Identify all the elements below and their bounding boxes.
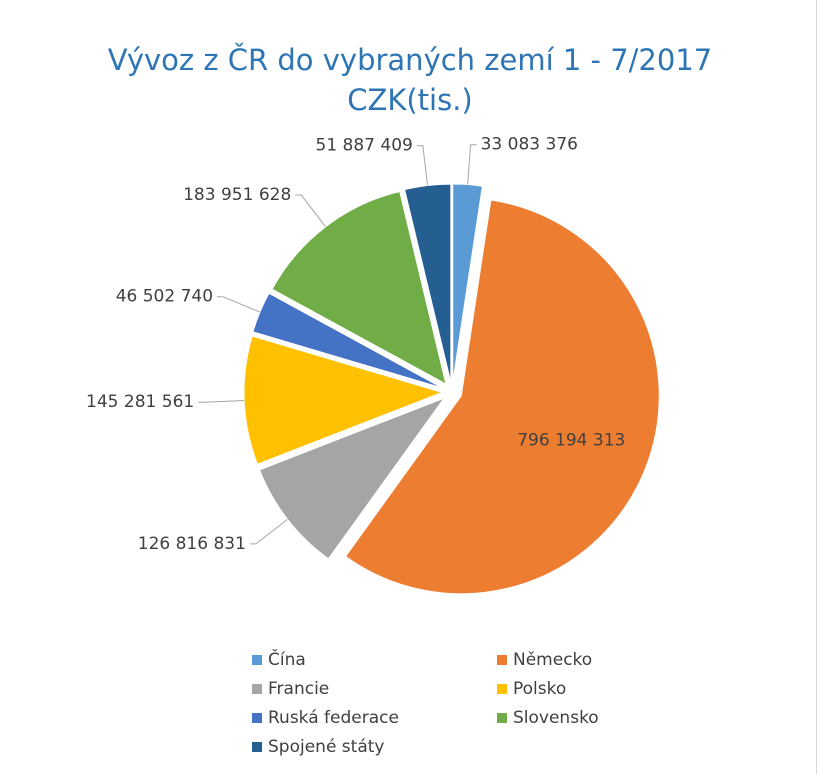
legend-label: Francie [268,679,329,699]
legend-label: Slovensko [513,708,599,728]
pie-slice [243,335,444,465]
leader-line [416,145,429,186]
pie-slice [271,190,447,386]
data-label: 126 816 831 [138,534,246,554]
legend-label: Čína [268,648,306,670]
legend-swatch [252,655,262,665]
legend-swatch [252,713,262,723]
legend-swatch [252,742,262,752]
legend-label: Spojené státy [268,737,384,757]
pie-slice [344,199,660,595]
chart-title: Vývoz z ČR do vybraných zemí 1 - 7/2017 … [107,43,713,117]
legend-label: Ruská federace [268,708,399,728]
legend-swatch [252,684,262,694]
leader-line [217,296,261,313]
data-label: 46 502 740 [116,287,213,307]
data-label: 51 887 409 [316,136,413,156]
data-label: 33 083 376 [481,135,578,155]
leader-line [198,400,245,403]
data-label: 796 194 313 [517,431,625,451]
leader-line [467,144,477,185]
legend-swatch [497,713,507,723]
legend-swatch [497,684,507,694]
legend-label: Polsko [513,679,566,699]
leader-line [249,518,288,545]
leader-line [295,194,326,228]
data-label: 183 951 628 [183,185,291,205]
legend-swatch [497,655,507,665]
legend-label: Německo [513,650,592,670]
data-label: 145 281 561 [86,392,194,412]
